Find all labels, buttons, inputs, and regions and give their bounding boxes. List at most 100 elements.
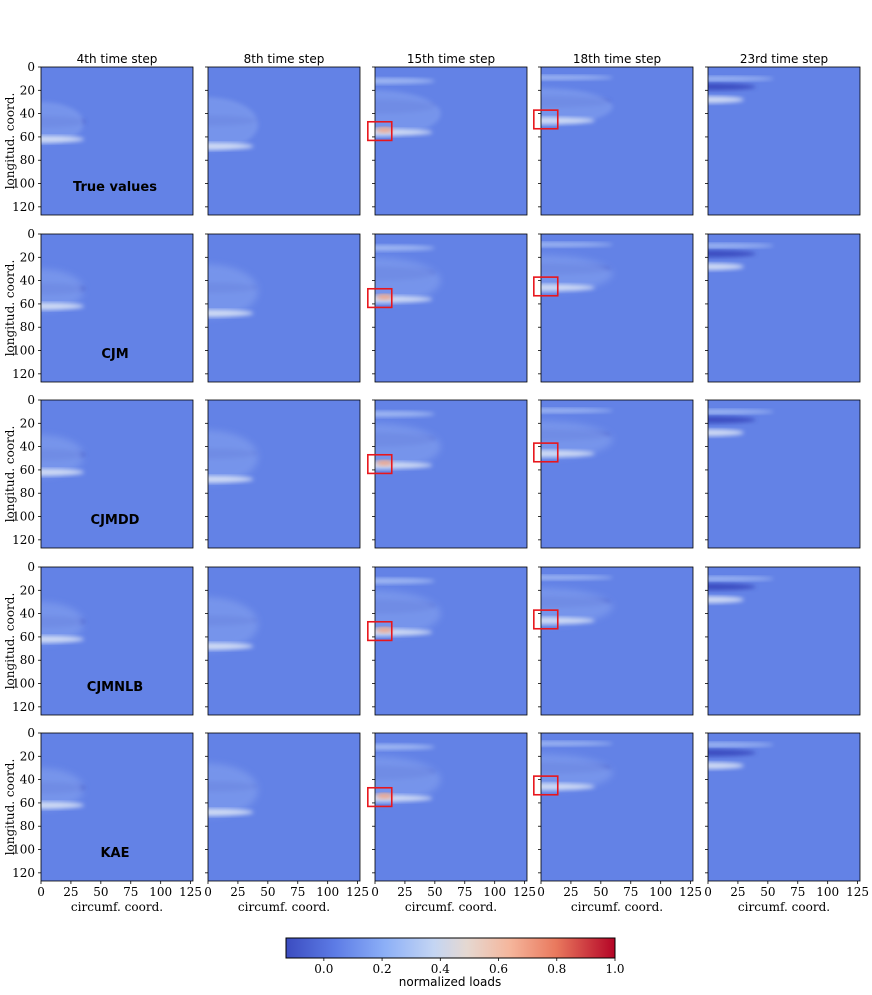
heatmap-panel: 0 20 40 60 80 100 120 (12, 393, 194, 549)
x-tick-label: 0 (37, 885, 45, 899)
light-lobe-mark (208, 597, 259, 651)
heatmap-panel: 0 25 50 75 100 125 circumf. coord. (367, 732, 536, 914)
y-tick-label: 20 (20, 83, 35, 97)
high-value-edge-mark (208, 309, 254, 317)
y-tick-label: 40 (20, 107, 35, 121)
y-tick-label: 60 (20, 463, 35, 477)
panel-frame (207, 732, 361, 882)
low-value-band-mark (708, 416, 756, 424)
x-tick-label: 50 (93, 885, 108, 899)
y-tick-label: 80 (20, 486, 35, 500)
panel-background (708, 400, 860, 548)
high-value-edge-mark (41, 468, 85, 476)
y-tick-label: 20 (20, 583, 35, 597)
column-title-5: 23rd time step (740, 52, 828, 66)
low-value-band-mark (708, 749, 756, 757)
y-tick-label: 80 (20, 653, 35, 667)
y-tick-label: 0 (27, 726, 35, 740)
y-tick-label: 40 (20, 440, 35, 454)
y-tick-label: 100 (12, 510, 35, 524)
y-tick-label: 100 (12, 843, 35, 857)
x-tick-label: 50 (760, 885, 775, 899)
column-title-1: 4th time step (77, 52, 158, 66)
hot-spot-mark (376, 460, 393, 466)
panel-background (708, 733, 860, 881)
y-tick-label: 120 (12, 367, 35, 381)
hot-spot-mark (376, 127, 393, 133)
heatmap-panel (705, 566, 861, 716)
light-band-mark (541, 242, 613, 247)
x-axis-label: circumf. coord. (405, 900, 497, 914)
high-value-edge-mark (708, 429, 744, 437)
colorbar-gradient (285, 937, 616, 959)
y-axis-label: longitud. coord. (3, 426, 17, 523)
highlight-box (533, 109, 559, 130)
y-tick-label: 60 (20, 796, 35, 810)
high-value-edge-mark (208, 475, 254, 483)
high-value-edge-mark (41, 635, 85, 643)
light-band-mark (375, 411, 435, 417)
light-band-mark (541, 741, 613, 746)
heatmap-panel (205, 233, 361, 383)
high-value-edge-mark (208, 808, 254, 816)
heatmap-panel (533, 66, 694, 216)
heatmap-panel (533, 399, 694, 549)
colorbar-tick-label: 0.4 (431, 962, 450, 976)
colorbar-tick-label: 0.2 (373, 962, 392, 976)
y-tick-label: 40 (20, 607, 35, 621)
light-lobe-mark (208, 264, 259, 318)
x-tick-label: 50 (593, 885, 608, 899)
y-tick-label: 0 (27, 393, 35, 407)
heatmap-panel (367, 566, 528, 716)
low-value-band-mark (708, 83, 756, 91)
x-tick-label: 125 (679, 885, 702, 899)
row-label: CJMDD (91, 513, 140, 528)
heatmap-panel (705, 399, 861, 549)
y-axis-label: longitud. coord. (3, 593, 17, 690)
panel-frame (40, 566, 194, 716)
high-value-edge-mark (541, 617, 595, 625)
panel-frame (40, 66, 194, 216)
light-lobe-mark (541, 87, 613, 126)
panel-frame (707, 732, 861, 882)
high-value-edge-mark (208, 642, 254, 650)
panel-frame (707, 233, 861, 383)
highlight-box (367, 786, 393, 808)
y-tick-label: 120 (12, 866, 35, 880)
colorbar: 0.0 0.2 0.4 0.6 0.8 1.0 normalized loads (285, 937, 625, 989)
light-band-mark (708, 576, 774, 581)
heatmap-panel (205, 566, 361, 716)
x-tick-label: 0 (704, 885, 712, 899)
y-tick-label: 120 (12, 200, 35, 214)
hot-spot-mark (376, 793, 393, 799)
heatmap-panel (705, 66, 861, 216)
y-tick-label: 20 (20, 250, 35, 264)
y-tick-label: 100 (12, 677, 35, 691)
high-value-edge-mark (708, 96, 744, 104)
hot-spot-mark (376, 627, 393, 633)
y-tick-label: 20 (20, 416, 35, 430)
x-tick-label: 125 (346, 885, 369, 899)
y-axis-label: longitud. coord. (3, 93, 17, 190)
high-value-edge-mark (541, 284, 595, 292)
y-tick-label: 20 (20, 749, 35, 763)
panel-background (708, 567, 860, 715)
x-tick-label: 75 (790, 885, 805, 899)
light-lobe-mark (41, 434, 85, 477)
heatmap-panel (533, 233, 694, 383)
panel-frame (40, 732, 194, 882)
y-tick-label: 80 (20, 320, 35, 334)
panel-frame (540, 566, 694, 716)
highlight-box (533, 276, 559, 297)
x-tick-label: 100 (316, 885, 339, 899)
x-tick-label: 75 (623, 885, 638, 899)
heatmap-panel (367, 66, 528, 216)
high-value-edge-mark (708, 762, 744, 770)
heatmap-panel (705, 233, 861, 383)
light-lobe-mark (541, 254, 613, 293)
light-band-mark (375, 744, 435, 750)
panel-frame (40, 233, 194, 383)
high-value-edge-mark (208, 142, 254, 150)
heatmap-panel: 0 20 40 60 80 100 120 (12, 560, 194, 716)
